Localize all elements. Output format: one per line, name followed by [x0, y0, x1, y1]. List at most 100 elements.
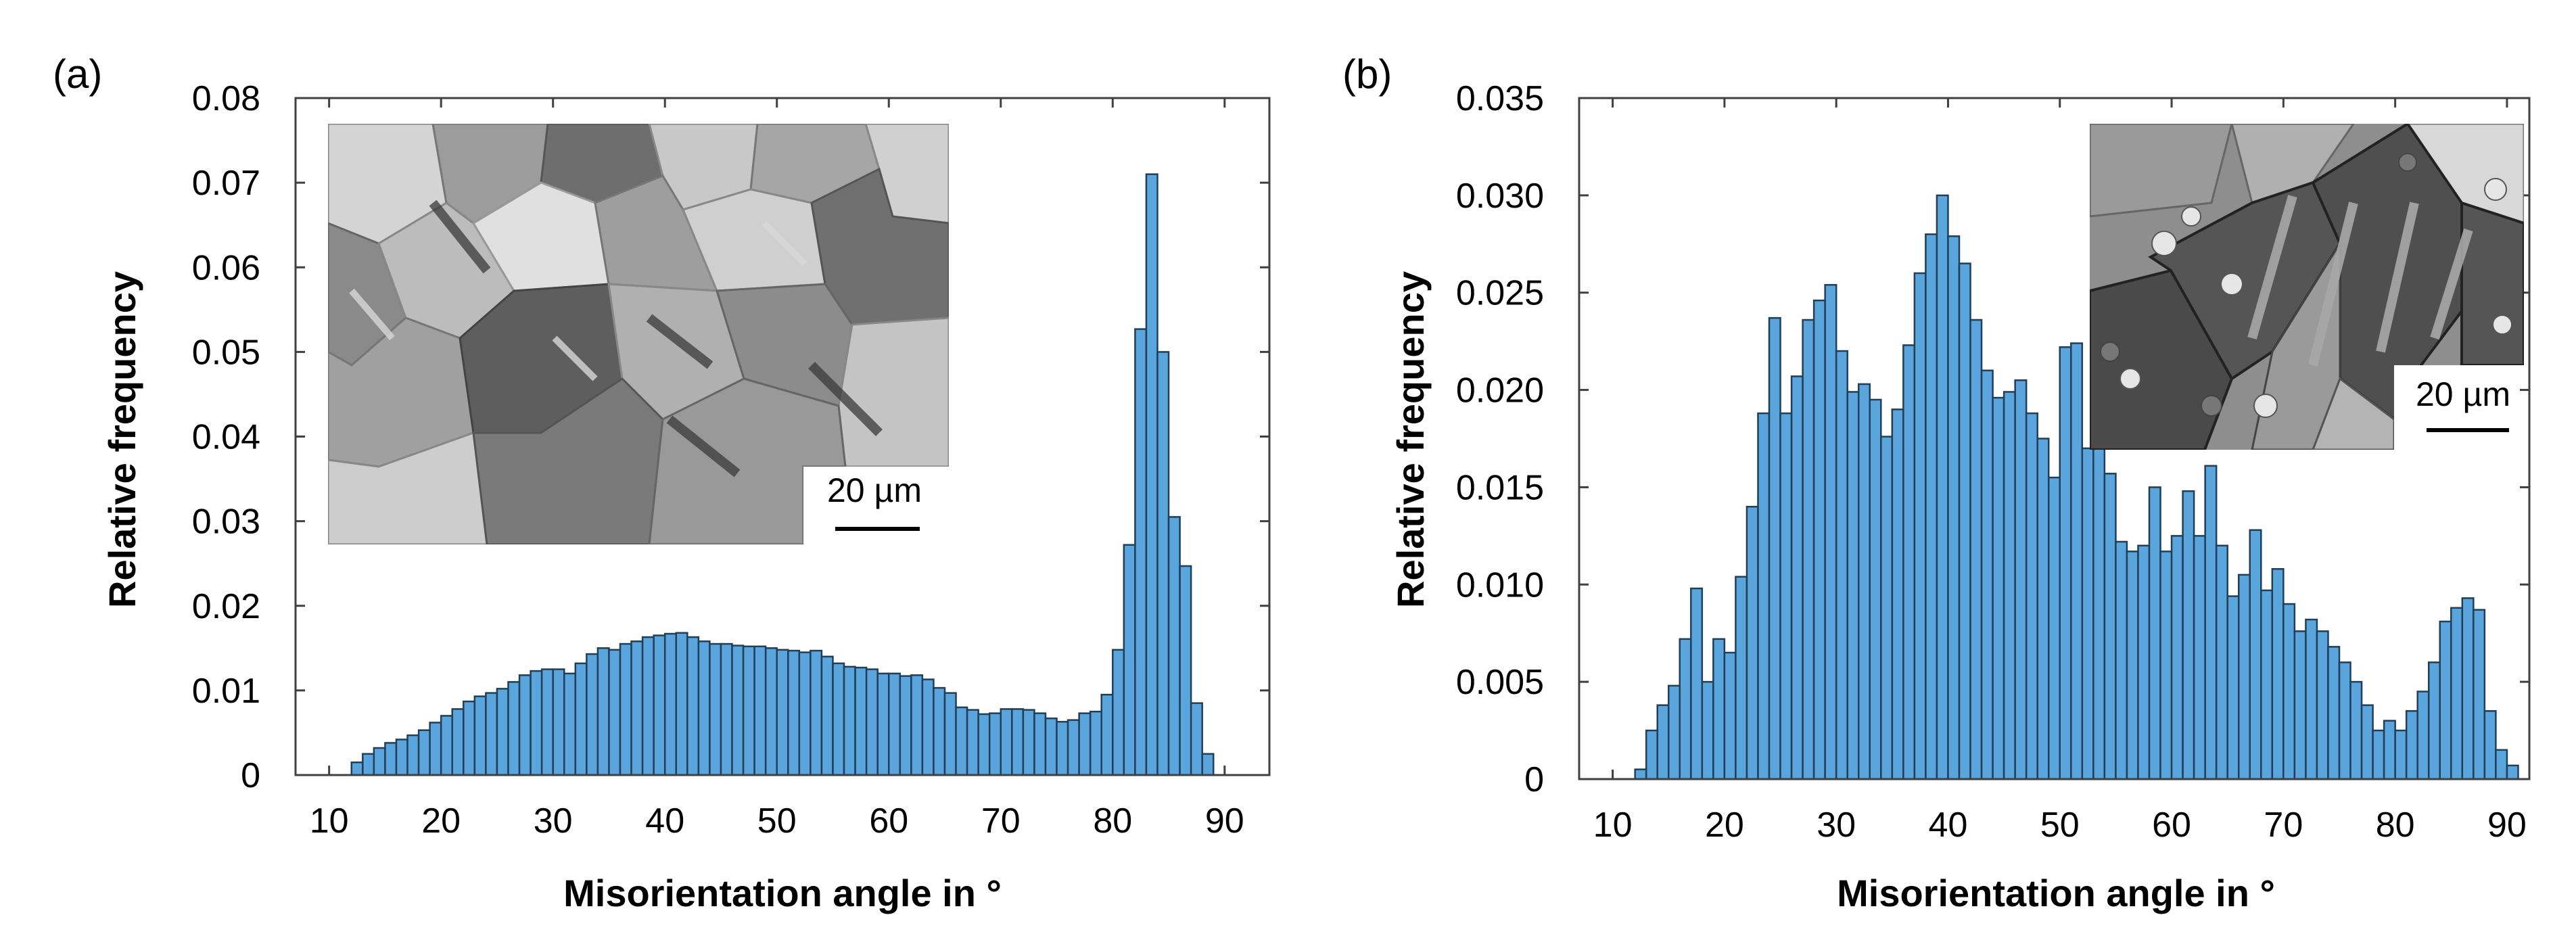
histogram-bar [1167, 516, 1181, 776]
y-tick-labels: 0 0.005 0.010 0.015 0.020 0.025 0.030 0.035 [1456, 79, 1544, 799]
histogram-bar [2103, 473, 2117, 780]
histogram-bar [753, 645, 767, 776]
histogram-bar [776, 649, 789, 776]
y-tick-label: 0.05 [192, 333, 260, 372]
histogram-bar [2282, 603, 2296, 780]
histogram-bar [1880, 436, 1894, 780]
histogram-bar [2249, 529, 2262, 780]
histogram-bar [350, 761, 364, 776]
histogram-bar [1857, 383, 1871, 780]
panel-label: (b) [1342, 51, 1392, 97]
histogram-bar [2305, 618, 2318, 780]
histogram-bar [2416, 691, 2430, 780]
histogram-bar [373, 747, 386, 776]
histogram-bar [596, 647, 610, 776]
histogram-bar [2316, 630, 2329, 780]
y-tick-label: 0.025 [1456, 274, 1544, 313]
x-tick-label: 20 [421, 801, 461, 841]
histogram-bar [943, 692, 957, 776]
y-axis-title: Relative frequency [1389, 271, 1432, 608]
histogram-bar [921, 678, 935, 776]
histogram-bar [1100, 693, 1114, 776]
y-axis-title: Relative frequency [101, 271, 143, 608]
histogram-bar [1690, 587, 1704, 780]
histogram-bar [1913, 272, 1927, 780]
histogram-bar [2394, 729, 2408, 780]
histogram-bar [1201, 753, 1215, 776]
histogram-bar [1011, 708, 1025, 776]
histogram-bar [1089, 710, 1102, 776]
histogram-bar [630, 640, 644, 776]
y-tick-labels: 0 0.01 0.02 0.03 0.04 0.05 0.06 0.07 0.08 [192, 79, 260, 795]
histogram-bar [1078, 712, 1092, 776]
histogram-bar [2338, 661, 2351, 780]
histogram-bar [663, 632, 678, 776]
histogram-bar [2047, 476, 2061, 780]
scale-bar-label: 20 µm [2416, 375, 2510, 413]
histogram-bar [2260, 589, 2274, 780]
histogram-bar [1757, 412, 1771, 780]
histogram-bar [1891, 408, 1904, 780]
histogram-bar [1746, 505, 1759, 780]
x-tick-label: 10 [310, 801, 349, 841]
histogram-bar [507, 681, 521, 776]
histogram-bar [2360, 704, 2374, 780]
histogram-bar [552, 668, 565, 776]
y-tick-label: 0 [1524, 760, 1544, 799]
histogram-bar [1123, 544, 1136, 776]
histogram-bar [1992, 396, 2005, 780]
histogram-bar [1869, 398, 1882, 780]
histogram-bar [2473, 609, 2486, 780]
histogram-bar [854, 666, 868, 776]
histogram-bar [843, 665, 856, 776]
y-tick-label: 0.02 [192, 587, 260, 626]
histogram-bar [977, 713, 991, 776]
histogram-bar [2148, 486, 2161, 780]
x-tick-label: 80 [2376, 805, 2415, 845]
histogram-bar [451, 708, 465, 776]
histogram-bar [653, 634, 666, 776]
histogram-bar [2003, 391, 2016, 780]
inset-micrograph: 20 µm [2090, 124, 2524, 450]
x-axis-title: Misorientation angle in ° [1837, 872, 2275, 914]
histogram-bar [1835, 350, 1848, 780]
histogram-bar [1902, 344, 1916, 780]
y-tick-label: 0.03 [192, 502, 260, 542]
histogram-bar [1947, 235, 1961, 780]
y-tick-label: 0.035 [1456, 79, 1544, 118]
histogram-bar [1723, 651, 1737, 780]
histogram-bar [1824, 283, 1837, 780]
x-tick-label: 40 [1929, 805, 1968, 845]
histogram-bar [563, 672, 577, 776]
histogram-bar [1936, 194, 1949, 780]
histogram-bar [2461, 597, 2475, 780]
histogram-bar [1701, 680, 1714, 780]
histogram-bar [2182, 490, 2195, 780]
histogram-bar [1112, 649, 1125, 776]
histogram-bar [2159, 551, 2173, 780]
y-tick-label: 0.04 [192, 418, 260, 457]
histogram-bar [540, 668, 554, 776]
histogram-bar [2014, 379, 2028, 780]
y-tick-label: 0 [241, 756, 260, 795]
histogram-bar [2193, 535, 2206, 780]
histogram-bar [2081, 447, 2094, 780]
histogram-bar [1634, 768, 1647, 780]
histogram-bar [406, 734, 420, 776]
y-tick-label: 0.015 [1456, 468, 1544, 507]
histogram-bar [742, 645, 755, 776]
histogram-bar [697, 640, 711, 776]
histogram-bar [955, 706, 968, 776]
histogram-bar [384, 742, 398, 776]
histogram-bar [1735, 576, 1748, 780]
histogram-bar [2495, 749, 2508, 780]
histogram-bar [2327, 646, 2341, 780]
y-tick-label: 0.020 [1456, 371, 1544, 411]
y-tick-label: 0.005 [1456, 663, 1544, 702]
x-tick-label: 40 [645, 801, 684, 841]
x-tick-label: 10 [1593, 805, 1633, 845]
histogram-bar [675, 632, 688, 776]
histogram-bar [1846, 391, 1860, 780]
y-tick-label: 0.030 [1456, 177, 1544, 216]
histogram-bar [2506, 764, 2519, 780]
